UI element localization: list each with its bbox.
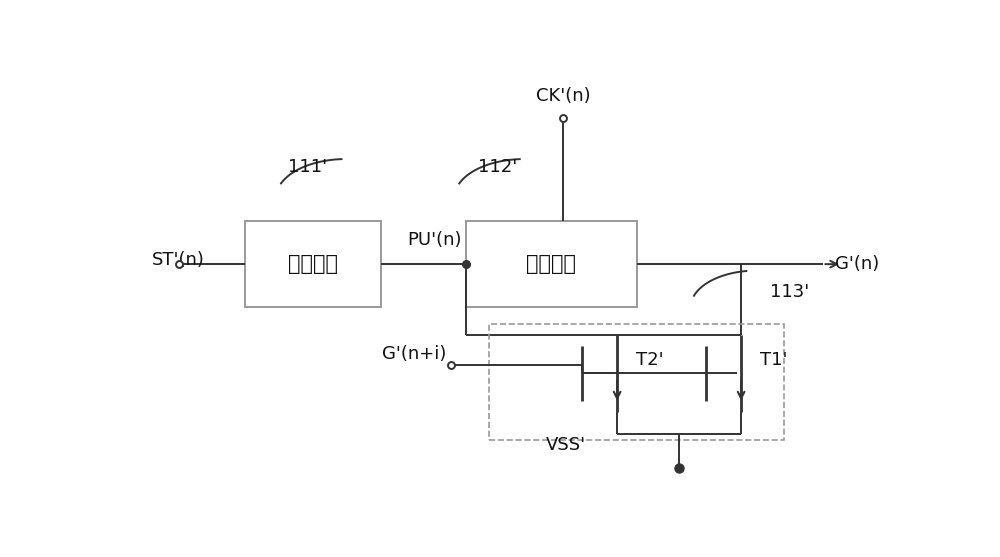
Bar: [245, 221, 381, 307]
Text: 输出模块: 输出模块: [526, 254, 576, 274]
Text: CK'(n): CK'(n): [536, 87, 590, 105]
Text: PU'(n): PU'(n): [408, 231, 462, 249]
Text: T1': T1': [761, 351, 788, 369]
Bar: [489, 324, 784, 440]
Text: G'(n): G'(n): [835, 255, 880, 273]
Text: VSS': VSS': [546, 436, 586, 454]
Text: 111': 111': [288, 158, 327, 176]
Bar: [466, 221, 637, 307]
Text: T2': T2': [637, 351, 664, 369]
Text: ST'(n): ST'(n): [152, 251, 205, 269]
Text: 充电模块: 充电模块: [288, 254, 338, 274]
Text: G'(n+i): G'(n+i): [382, 345, 447, 363]
Text: 112': 112': [478, 158, 517, 176]
Text: 113': 113': [770, 282, 809, 301]
